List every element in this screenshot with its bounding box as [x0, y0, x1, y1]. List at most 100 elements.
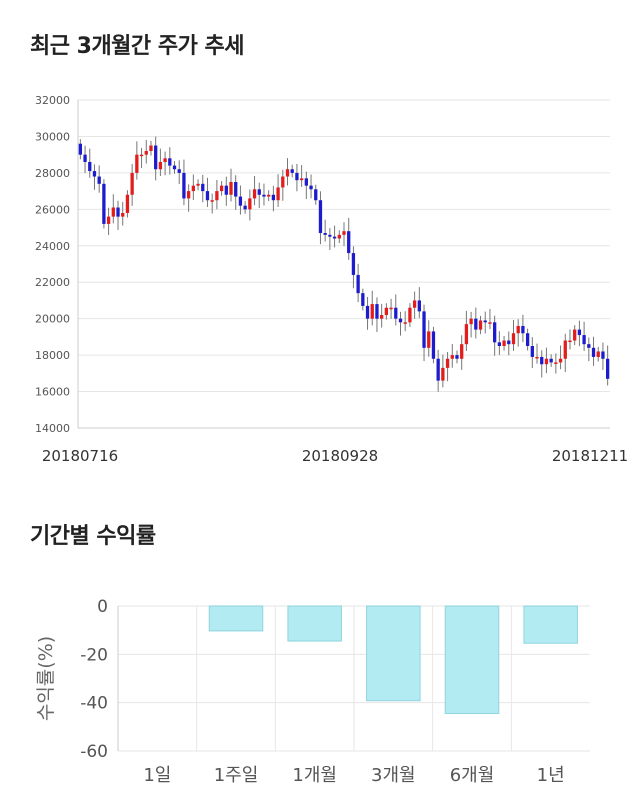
candle-body	[285, 169, 290, 177]
candle-body	[125, 194, 130, 213]
candle-body	[347, 231, 351, 254]
candle-body	[540, 356, 544, 365]
x-tick-label: 1주일	[214, 765, 259, 786]
candle-body	[88, 161, 92, 172]
candle-body	[464, 324, 469, 345]
candle-body	[535, 356, 539, 359]
candle-body	[219, 185, 224, 192]
candle-body	[196, 183, 200, 186]
candle-body	[549, 358, 553, 363]
candle-body	[172, 165, 177, 170]
candle-body	[596, 351, 600, 357]
candle-body	[441, 367, 445, 381]
x-tick-label: 6개월	[450, 765, 495, 786]
candle-body	[605, 358, 610, 379]
y-tick-label: 28000	[35, 167, 70, 180]
candle-body	[121, 212, 125, 217]
candle-body	[422, 311, 426, 348]
candle-body	[332, 236, 337, 239]
candle-body	[304, 178, 308, 186]
candle-body	[417, 300, 421, 312]
candle-body	[568, 340, 572, 343]
candle-body	[224, 185, 228, 195]
candle-body	[314, 189, 318, 201]
y-tick-label: -20	[80, 645, 108, 665]
candle-body	[92, 171, 97, 177]
candle-body	[356, 274, 360, 294]
candle-body	[102, 183, 106, 224]
candle-body	[403, 322, 407, 324]
candle-body	[582, 335, 586, 345]
return-bar	[366, 605, 421, 702]
candle-body	[591, 347, 596, 357]
candle-body	[243, 205, 247, 210]
candle-body	[474, 318, 478, 330]
candle-body	[116, 207, 120, 217]
candle-body	[78, 143, 83, 155]
price-trend-title: 최근 3개월간 주가 추세	[30, 34, 244, 59]
candle-body	[215, 191, 219, 201]
candle-body	[139, 154, 144, 157]
candle-body	[262, 194, 266, 197]
candle-body	[177, 169, 181, 173]
candle-body	[257, 189, 261, 195]
candle-body	[483, 320, 487, 323]
candle-body	[267, 194, 271, 197]
candle-body	[210, 200, 214, 202]
candle-body	[488, 322, 492, 324]
x-tick-label: 1년	[537, 765, 565, 786]
y-axis-label: 수익률(%)	[35, 636, 57, 721]
candle-body	[281, 176, 285, 188]
candle-body	[375, 304, 379, 319]
candle-body	[290, 169, 294, 173]
candle-body	[412, 300, 417, 308]
candle-body	[337, 234, 341, 239]
y-tick-label: 26000	[35, 203, 70, 216]
candle-body	[601, 351, 605, 359]
candle-body	[587, 344, 591, 348]
candle-body	[135, 154, 139, 173]
candle-body	[168, 158, 172, 166]
candle-body	[370, 304, 374, 319]
candle-body	[309, 185, 313, 190]
candle-body	[295, 172, 299, 181]
return-bar	[208, 605, 264, 632]
candle-body	[516, 325, 520, 334]
candle-body	[328, 234, 332, 237]
candle-body	[394, 307, 398, 319]
candle-body	[201, 183, 205, 192]
y-tick-label: 0	[97, 597, 108, 617]
candle-body	[299, 178, 304, 181]
candle-body	[234, 182, 238, 197]
candle-body	[149, 145, 153, 152]
candle-body	[558, 358, 563, 363]
candle-body	[191, 185, 195, 192]
candle-body	[573, 329, 577, 341]
candle-body	[497, 342, 502, 346]
y-tick-label: 32000	[35, 94, 70, 107]
candle-body	[342, 231, 346, 235]
candle-body	[380, 315, 384, 319]
candle-body	[469, 318, 473, 325]
candle-body	[431, 331, 436, 359]
candle-body	[511, 333, 516, 345]
return-bar	[444, 605, 500, 715]
candle-body	[318, 200, 323, 234]
return-bar	[523, 605, 578, 644]
candle-body	[351, 253, 356, 275]
y-tick-label: -40	[80, 694, 108, 714]
y-tick-label: -60	[80, 742, 108, 762]
y-tick-label: 14000	[35, 422, 70, 435]
candle-body	[460, 344, 464, 359]
y-tick-label: 24000	[35, 240, 70, 253]
candle-body	[455, 355, 459, 359]
x-tick-label: 1일	[143, 765, 171, 786]
candle-body	[563, 340, 567, 359]
candle-body	[158, 161, 163, 170]
candle-body	[389, 307, 393, 310]
x-tick-label: 1개월	[292, 765, 337, 786]
candle-body	[450, 355, 454, 359]
candle-body	[248, 198, 252, 210]
candle-body	[408, 307, 412, 323]
candle-body	[427, 331, 431, 348]
